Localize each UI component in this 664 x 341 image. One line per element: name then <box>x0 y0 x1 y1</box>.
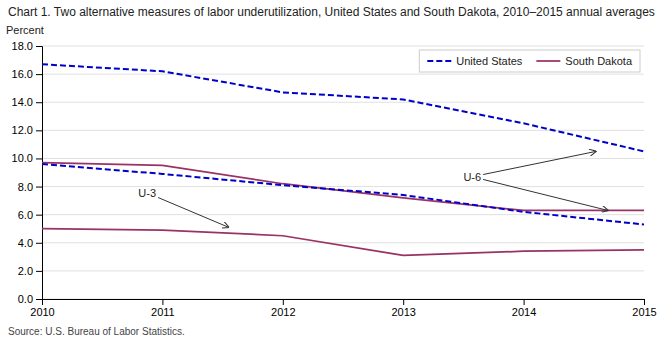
y-tick-mark <box>36 102 42 103</box>
x-tick: 2011 <box>151 299 175 318</box>
x-tick: 2014 <box>512 299 536 318</box>
y-axis-label: Percent <box>6 24 44 36</box>
y-tick-mark <box>36 215 42 216</box>
x-tick-mark <box>283 299 284 305</box>
y-tick: 2.0 <box>18 265 42 277</box>
y-tick-mark <box>36 187 42 188</box>
y-tick: 4.0 <box>18 237 42 249</box>
y-tick: 8.0 <box>18 181 42 193</box>
x-axis-line <box>43 300 645 306</box>
x-tick-label: 2012 <box>271 306 295 318</box>
grid-line <box>42 242 644 243</box>
y-tick-mark <box>36 299 42 300</box>
y-tick: 16.0 <box>12 68 42 80</box>
legend-label: United States <box>456 55 523 67</box>
y-tick: 6.0 <box>18 209 42 221</box>
y-tick-mark <box>36 46 42 47</box>
y-tick-label: 0.0 <box>18 293 33 305</box>
source: Source: U.S. Bureau of Labor Statistics. <box>8 326 185 337</box>
grid-line <box>42 270 644 271</box>
x-tick-mark <box>524 299 525 305</box>
y-tick-label: 12.0 <box>12 124 33 136</box>
x-tick-mark <box>403 299 404 305</box>
plot: 2010 2011 2012 2013 2014 2015 0.0 2.0 4.0 6.0 8.0 1… <box>12 40 657 318</box>
grid <box>42 46 644 299</box>
x-tick: 2012 <box>271 299 295 318</box>
legend-box <box>419 50 640 72</box>
annotation-text: U-6 <box>463 171 481 183</box>
y-tick-label: 18.0 <box>12 40 33 52</box>
legend-item: United States <box>427 55 523 67</box>
series-line <box>42 229 644 256</box>
y-tick-mark <box>36 158 42 159</box>
x-tick-label: 2010 <box>30 306 54 318</box>
legend-swatch <box>427 60 451 62</box>
x-tick: 2010 <box>30 299 54 318</box>
legend-item: South Dakota <box>536 55 633 67</box>
x-tick: 2013 <box>391 299 415 318</box>
y-tick-label: 10.0 <box>12 152 33 164</box>
y-tick-label: 8.0 <box>18 181 33 193</box>
x-axis: 2010 2011 2012 2013 2014 2015 <box>30 299 656 318</box>
y-tick-mark <box>36 74 42 75</box>
y-tick: 10.0 <box>12 152 42 164</box>
x-tick: 2015 <box>632 299 656 318</box>
annotation-arrow <box>483 151 596 174</box>
series-line <box>42 64 644 151</box>
x-tick-mark <box>162 299 163 305</box>
legend-label: South Dakota <box>565 55 633 67</box>
x-tick-label: 2015 <box>632 306 656 318</box>
y-tick: 18.0 <box>12 40 42 52</box>
x-tick-label: 2011 <box>151 306 175 318</box>
series-line <box>42 163 644 211</box>
grid-line <box>42 74 644 75</box>
chart: Chart 1. Two alternative measures of lab… <box>0 0 664 341</box>
y-tick: 14.0 <box>12 96 42 108</box>
x-tick-mark <box>644 299 645 305</box>
grid-line <box>42 46 644 47</box>
y-tick: 0.0 <box>18 293 42 305</box>
title-line: Chart 1. Two alternative measures of lab… <box>8 5 655 19</box>
y-tick: 12.0 <box>12 124 42 136</box>
lines <box>42 64 644 255</box>
y-axis-line <box>36 47 43 300</box>
y-tick-label: 14.0 <box>12 96 33 108</box>
y-tick-label: 4.0 <box>18 237 33 249</box>
title: Chart 1. Two alternative measures of lab… <box>8 5 655 19</box>
y-tick-label: 6.0 <box>18 209 33 221</box>
grid-line <box>42 102 644 103</box>
annotations: U-3 U-6 <box>138 151 608 227</box>
x-tick-label: 2014 <box>512 306 536 318</box>
grid-line <box>42 158 644 159</box>
legend: United States South Dakota <box>419 50 640 72</box>
y-tick-mark <box>36 243 42 244</box>
y-tick-mark <box>36 271 42 272</box>
annotation-arrow <box>158 198 229 228</box>
annotation-text: U-3 <box>138 187 156 199</box>
y-tick-label: 16.0 <box>12 68 33 80</box>
y-tick-mark <box>36 130 42 131</box>
y-tick-label: 2.0 <box>18 265 33 277</box>
annotation-arrow <box>483 179 608 210</box>
y-axis: 0.0 2.0 4.0 6.0 8.0 10.0 12.0 14.0 16.0 18.0 <box>12 40 43 305</box>
x-tick-label: 2013 <box>391 306 415 318</box>
grid-line <box>42 186 644 187</box>
legend-swatch <box>536 60 560 62</box>
series-line <box>42 164 644 224</box>
